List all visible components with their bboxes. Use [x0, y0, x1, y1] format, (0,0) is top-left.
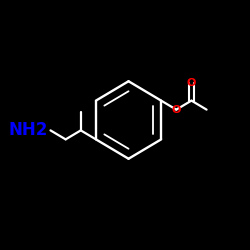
Text: NH2: NH2 [8, 122, 48, 140]
Text: O: O [187, 78, 196, 88]
Text: O: O [172, 104, 181, 115]
